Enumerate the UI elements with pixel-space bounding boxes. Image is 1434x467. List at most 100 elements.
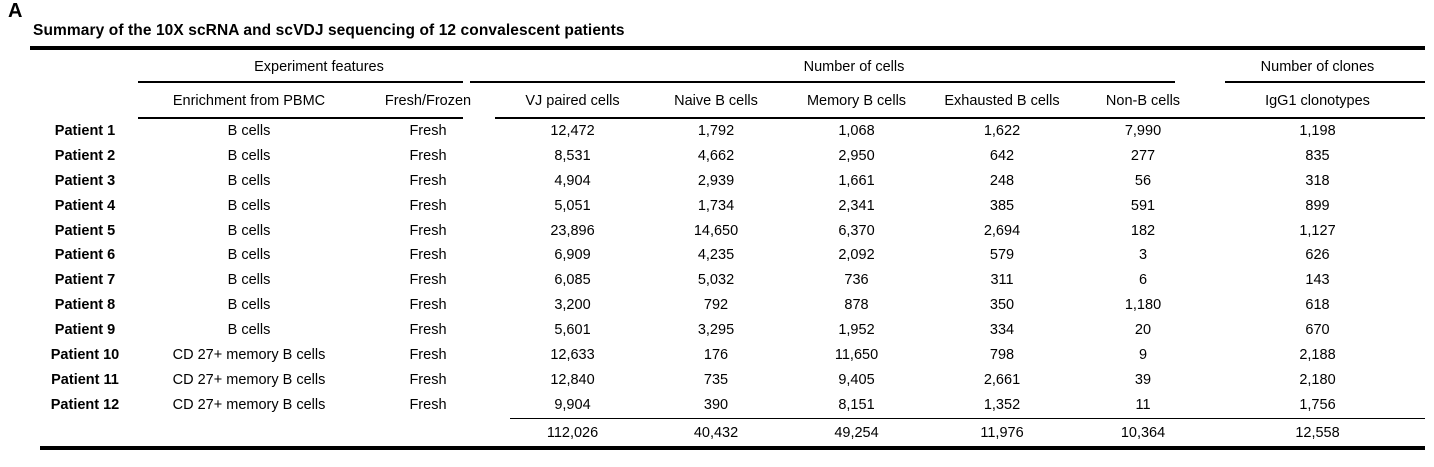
rule-bottom <box>40 445 1425 450</box>
cell-vj-paired: 6,909 <box>554 247 591 264</box>
group-header-rules <box>30 81 1425 83</box>
table-row: Patient 8 B cells Fresh 3,200 792 878 350 1,180… <box>30 293 1425 318</box>
cell-igg1: 2,188 <box>1299 347 1336 364</box>
cell-fresh-frozen: Fresh <box>409 322 447 339</box>
cell-patient: Patient 9 <box>54 322 116 339</box>
cell-igg1: 618 <box>1305 297 1330 314</box>
rule-subheader-left <box>138 117 463 119</box>
cell-enrichment: B cells <box>227 322 271 339</box>
cell-non-b: 6 <box>1138 272 1148 289</box>
cell-memory-b: 49,254 <box>834 424 879 441</box>
cell-vj-paired: 112,026 <box>546 424 599 441</box>
table-row: Patient 12 CD 27+ memory B cells Fresh 9,90… <box>30 393 1425 418</box>
cell-enrichment: B cells <box>227 272 271 289</box>
cell-exhausted-b: 2,694 <box>983 222 1021 239</box>
group-header-experiment-features: Experiment features <box>254 59 384 75</box>
cell-memory-b: 1,952 <box>838 322 875 339</box>
group-header-number-of-cells: Number of cells <box>803 59 905 75</box>
cell-fresh-frozen: Fresh <box>409 147 447 164</box>
cell-exhausted-b: 311 <box>990 272 1014 289</box>
table-row: Patient 9 B cells Fresh 5,601 3,295 1,952 334 2… <box>30 318 1425 343</box>
cell-fresh-frozen: Fresh <box>409 222 447 239</box>
totals-row: 112,026 40,432 49,254 11,976 10,364 12,558 <box>30 420 1425 446</box>
cell-exhausted-b: 1,352 <box>983 396 1021 413</box>
table-row: Patient 5 B cells Fresh 23,896 14,650 6,370 2,… <box>30 219 1425 244</box>
cell-non-b: 56 <box>1134 172 1152 189</box>
cell-igg1: 1,756 <box>1299 396 1336 413</box>
cell-igg1: 2,180 <box>1299 371 1336 388</box>
cell-patient: Patient 3 <box>54 172 116 189</box>
col-header-fresh-frozen: Fresh/Frozen <box>384 93 472 109</box>
cell-enrichment: CD 27+ memory B cells <box>172 371 326 388</box>
cell-memory-b: 2,341 <box>838 197 875 214</box>
table-row: Patient 1 B cells Fresh 12,472 1,792 1,068 1,6… <box>30 119 1425 144</box>
table-row: Patient 7 B cells Fresh 6,085 5,032 736 311 6 14… <box>30 268 1425 293</box>
cell-fresh-frozen: Fresh <box>409 396 447 413</box>
cell-exhausted-b: 1,622 <box>983 123 1021 139</box>
cell-naive-b: 40,432 <box>693 424 739 441</box>
cell-non-b: 1,180 <box>1124 297 1162 314</box>
cell-vj-paired: 5,601 <box>554 322 591 339</box>
table-title: Summary of the 10X scRNA and scVDJ seque… <box>33 22 625 39</box>
cell-patient: Patient 11 <box>51 371 119 388</box>
group-header-row: Experiment features Number of cells Numb… <box>30 50 1425 81</box>
cell-exhausted-b: 579 <box>989 247 1015 264</box>
col-header-igg1: IgG1 clonotypes <box>1265 93 1370 109</box>
cell-fresh-frozen: Fresh <box>409 197 447 214</box>
cell-exhausted-b: 642 <box>989 147 1015 164</box>
table-row: Patient 2 B cells Fresh 8,531 4,662 2,950 642 2… <box>30 144 1425 169</box>
table-totals: 112,026 40,432 49,254 11,976 10,364 12,558 <box>30 420 1425 446</box>
cell-fresh-frozen: Fresh <box>409 297 447 314</box>
cell-vj-paired: 23,896 <box>550 222 595 239</box>
cell-memory-b: 6,370 <box>838 222 875 239</box>
cell-non-b: 277 <box>1130 147 1156 164</box>
col-header-patient <box>30 83 140 117</box>
cell-vj-paired: 4,904 <box>554 172 591 189</box>
cell-naive-b: 1,734 <box>697 197 735 214</box>
cell-memory-b: 736 <box>844 272 869 289</box>
table-row: Patient 6 B cells Fresh 6,909 4,235 2,092 579 3… <box>30 243 1425 268</box>
rule-experiment-features <box>138 81 463 83</box>
cell-memory-b: 11,650 <box>834 347 879 364</box>
cell-igg1: 143 <box>1305 272 1330 289</box>
cell-vj-paired: 12,633 <box>550 347 595 364</box>
rule-number-of-cells <box>470 81 1175 83</box>
cell-enrichment <box>140 420 358 446</box>
cell-patient: Patient 1 <box>54 123 116 139</box>
cell-igg1: 1,127 <box>1299 222 1336 239</box>
cell-naive-b: 2,939 <box>697 172 735 189</box>
cell-patient: Patient 5 <box>54 222 116 239</box>
cell-exhausted-b: 385 <box>989 197 1015 214</box>
cell-vj-paired: 12,840 <box>550 371 595 388</box>
cell-igg1: 670 <box>1305 322 1330 339</box>
cell-enrichment: B cells <box>227 247 271 264</box>
summary-table: Experiment features Number of cells Numb… <box>30 46 1425 450</box>
cell-enrichment: B cells <box>227 172 271 189</box>
table-row: Patient 11 CD 27+ memory B cells Fresh 12,8… <box>30 368 1425 393</box>
cell-naive-b: 735 <box>703 371 729 388</box>
col-header-enrichment: Enrichment from PBMC <box>172 93 326 109</box>
cell-fresh-frozen: Fresh <box>409 172 447 189</box>
cell-enrichment: B cells <box>227 123 271 139</box>
cell-memory-b: 2,092 <box>838 247 875 264</box>
cell-vj-paired: 6,085 <box>554 272 591 289</box>
column-header-row: Enrichment from PBMC Fresh/Frozen VJ pai… <box>30 83 1425 117</box>
cell-patient: Patient 12 <box>50 396 120 413</box>
col-header-non-b: Non-B cells <box>1105 93 1181 109</box>
cell-enrichment: CD 27+ memory B cells <box>172 396 326 413</box>
cell-naive-b: 176 <box>703 347 729 364</box>
cell-vj-paired: 8,531 <box>554 147 591 164</box>
rule-top <box>30 46 1425 50</box>
cell-non-b: 10,364 <box>1120 424 1166 441</box>
cell-naive-b: 4,235 <box>697 247 735 264</box>
cell-naive-b: 4,662 <box>697 147 735 164</box>
table-body: Patient 1 B cells Fresh 12,472 1,792 1,068 1,6… <box>30 119 1425 418</box>
cell-patient: Patient 2 <box>54 147 116 164</box>
cell-naive-b: 5,032 <box>697 272 735 289</box>
rule-above-totals <box>510 417 1425 420</box>
cell-naive-b: 1,792 <box>697 123 735 139</box>
cell-exhausted-b: 350 <box>989 297 1015 314</box>
table-row: Patient 10 CD 27+ memory B cells Fresh 12,6… <box>30 343 1425 368</box>
cell-memory-b: 878 <box>844 297 869 314</box>
